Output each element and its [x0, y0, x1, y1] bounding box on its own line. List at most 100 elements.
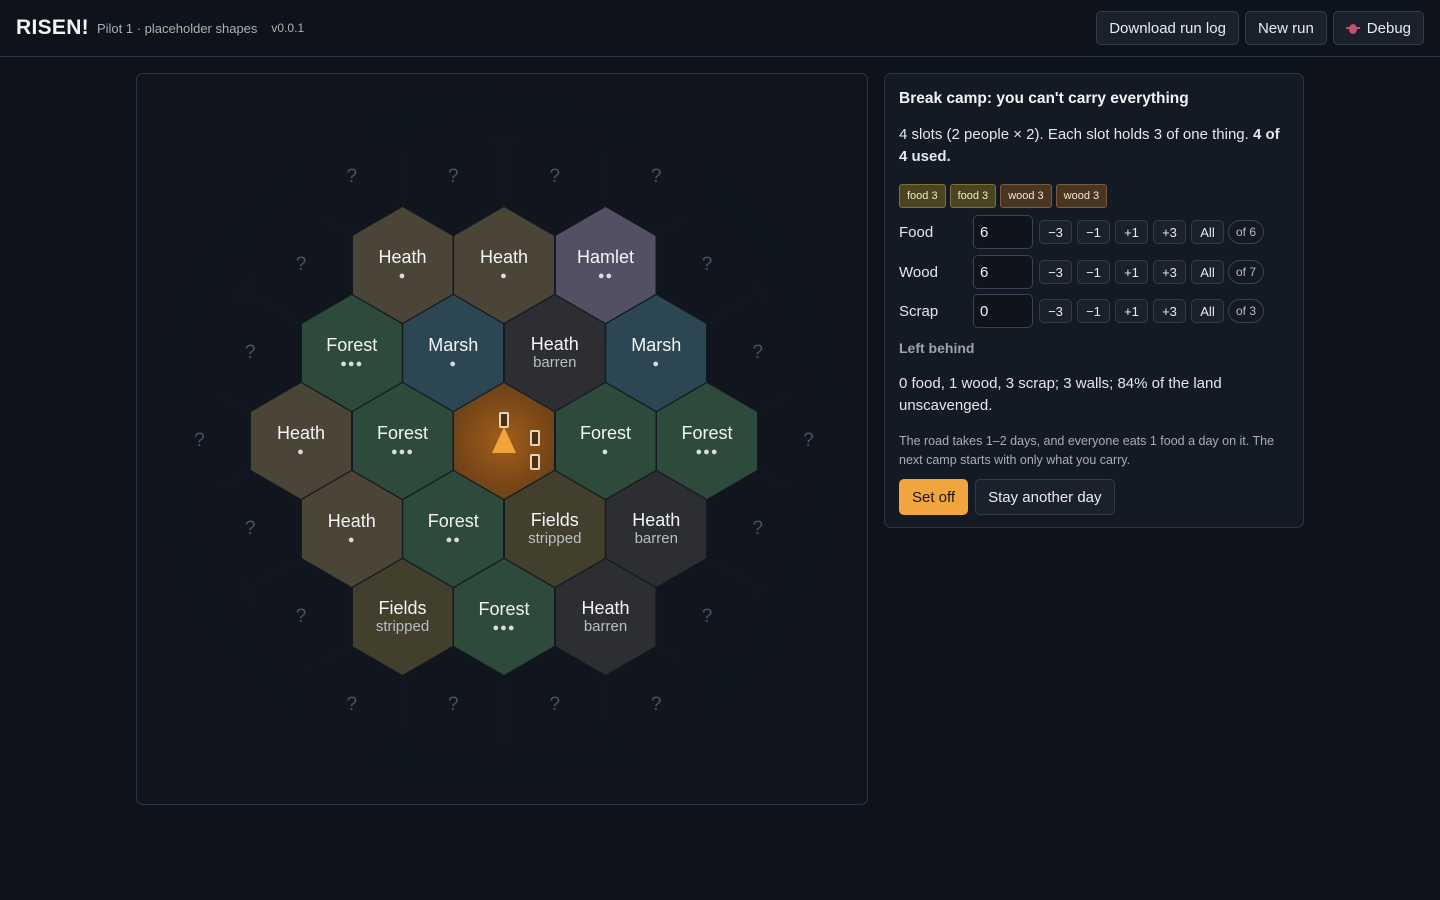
left-behind-heading: Left behind	[899, 340, 975, 356]
resource-dots: ●	[347, 534, 356, 546]
wall-icon	[530, 430, 540, 446]
app-subtitle: Pilot 1 · placeholder shapes	[96, 20, 258, 36]
unknown-marker: ?	[549, 166, 561, 187]
tile-name: Heath	[530, 334, 579, 354]
break-camp-panel: Break camp: you can't carry everything 4…	[884, 73, 1304, 528]
tile-name: Forest	[427, 511, 479, 531]
resource-dots: ●	[652, 358, 661, 370]
hex-tile-hamlet[interactable]: Hamlet ●●	[555, 207, 656, 323]
wood-plus1-button[interactable]: +1	[1115, 260, 1148, 284]
tile-name: Marsh	[428, 335, 479, 355]
resource-dots: ●●	[445, 534, 461, 546]
hex-tile-marsh[interactable]: Marsh ●	[606, 295, 707, 411]
food-plus1-button[interactable]: +1	[1115, 220, 1148, 244]
food-plus3-button[interactable]: +3	[1153, 220, 1186, 244]
tile-name: Heath	[378, 247, 427, 267]
tile-name: Fields	[378, 598, 427, 618]
panel-title: Break camp: you can't carry everything	[899, 90, 1189, 107]
tile-name: Marsh	[631, 335, 682, 355]
food-minus1-button[interactable]: −1	[1077, 220, 1110, 244]
unknown-marker: ?	[244, 342, 256, 363]
tile-status: barren	[634, 530, 678, 547]
hex-tile-unknown[interactable]: ?	[707, 295, 808, 411]
new-run-label: New run	[1257, 19, 1314, 37]
download-run-log-label: Download run log	[1109, 19, 1226, 37]
scrap-minus3-button[interactable]: −3	[1039, 299, 1072, 323]
tile-name: Forest	[579, 423, 631, 443]
food-all-button[interactable]: All	[1191, 220, 1224, 244]
food-amount-input[interactable]	[973, 215, 1033, 249]
wood-plus3-button[interactable]: +3	[1153, 260, 1186, 284]
resource-row-wood: Wood −3 −1 +1 +3 All of 7	[899, 255, 1265, 289]
hex-tile-heath[interactable]: Heath ●	[251, 383, 351, 499]
unknown-marker: ?	[650, 694, 662, 715]
hex-map-panel: ????? Heath ● Heath ● Hamlet ●●?? Forest ●●● Mars…	[136, 73, 868, 805]
resource-dots: ●●●	[492, 622, 516, 634]
hex-tile-unknown[interactable]: ?	[758, 383, 859, 499]
unknown-marker: ?	[346, 694, 358, 715]
hex-tile-camp[interactable]	[454, 383, 554, 499]
food-available-badge: of 6	[1228, 220, 1265, 244]
wood-all-button[interactable]: All	[1191, 260, 1224, 284]
hex-tile-forest[interactable]: Forest ●	[555, 383, 656, 499]
app-title: RISEN!	[16, 16, 89, 39]
slot-chip: food 3	[949, 184, 997, 208]
wood-minus3-button[interactable]: −3	[1039, 260, 1072, 284]
scrap-minus1-button[interactable]: −1	[1077, 299, 1110, 323]
debug-button[interactable]: Debug	[1332, 11, 1424, 45]
food-minus3-button[interactable]: −3	[1039, 220, 1072, 244]
unknown-marker: ?	[701, 606, 713, 627]
hex-tile-forest[interactable]: Forest ●●●	[657, 383, 757, 499]
unknown-marker: ?	[346, 166, 358, 187]
scrap-amount-input[interactable]	[973, 294, 1033, 328]
hex-tile-unknown[interactable]: ?	[504, 119, 605, 235]
slot-chip: wood 3	[1055, 184, 1108, 208]
unknown-marker: ?	[447, 166, 459, 187]
debug-label: Debug	[1366, 19, 1411, 37]
hex-tile-forest[interactable]: Forest ●●●	[352, 383, 453, 499]
camp-actions: Set off Stay another day	[899, 479, 1115, 515]
slot-chip: food 3	[899, 184, 946, 208]
hex-tile-unknown[interactable]: ?	[200, 295, 301, 411]
resource-row-scrap: Scrap −3 −1 +1 +3 All of 3	[899, 294, 1265, 328]
tile-name: Forest	[681, 423, 733, 443]
road-note: The road takes 1–2 days, and everyone ea…	[899, 434, 1275, 467]
wood-minus1-button[interactable]: −1	[1077, 260, 1110, 284]
resource-label: Scrap	[899, 302, 939, 320]
new-run-button[interactable]: New run	[1244, 11, 1327, 45]
wall-icon	[530, 454, 540, 470]
tile-name: Heath	[327, 511, 376, 531]
hex-tile-unknown[interactable]: ?	[149, 383, 250, 499]
hex-tile-unknown[interactable]: ?	[657, 207, 757, 323]
unknown-marker: ?	[295, 606, 307, 627]
scrap-all-button[interactable]: All	[1191, 299, 1224, 323]
download-run-log-button[interactable]: Download run log	[1096, 11, 1239, 45]
tile-status: stripped	[528, 530, 582, 547]
hex-tile-unknown[interactable]: ?	[606, 119, 707, 235]
resource-dots: ●	[500, 270, 508, 282]
tile-name: Forest	[326, 335, 378, 355]
unknown-marker: ?	[650, 166, 662, 187]
hex-tile-marsh[interactable]: Marsh ●	[403, 295, 504, 411]
hex-tile-heath[interactable]: Heath barren	[504, 295, 605, 411]
slots-summary: 4 slots (2 people × 2). Each slot holds …	[899, 124, 1289, 168]
top-bar: RISEN! Pilot 1 · placeholder shapes v0.0…	[0, 0, 1440, 57]
resource-label: Wood	[899, 263, 938, 281]
tile-status: barren	[583, 618, 628, 635]
resource-dots: ●●●	[391, 446, 414, 458]
hex-tile-forest[interactable]: Forest ●●●	[301, 295, 402, 411]
wood-amount-input[interactable]	[973, 255, 1033, 289]
tile-name: Fields	[530, 510, 579, 530]
unknown-marker: ?	[295, 254, 307, 275]
set-off-button[interactable]: Set off	[899, 479, 969, 515]
slots-text: 4 slots (2 people × 2). Each slot holds …	[899, 126, 1249, 143]
carry-slots: food 3 food 3 wood 3 wood 3	[899, 184, 1289, 208]
resource-dots: ●	[297, 446, 305, 458]
tile-name: Forest	[478, 599, 530, 619]
stay-another-day-button[interactable]: Stay another day	[975, 479, 1115, 515]
resource-dots: ●	[398, 270, 407, 282]
scrap-plus3-button[interactable]: +3	[1153, 299, 1186, 323]
scrap-plus1-button[interactable]: +1	[1115, 299, 1148, 323]
unknown-marker: ?	[803, 430, 814, 451]
tile-name: Hamlet	[576, 247, 634, 267]
